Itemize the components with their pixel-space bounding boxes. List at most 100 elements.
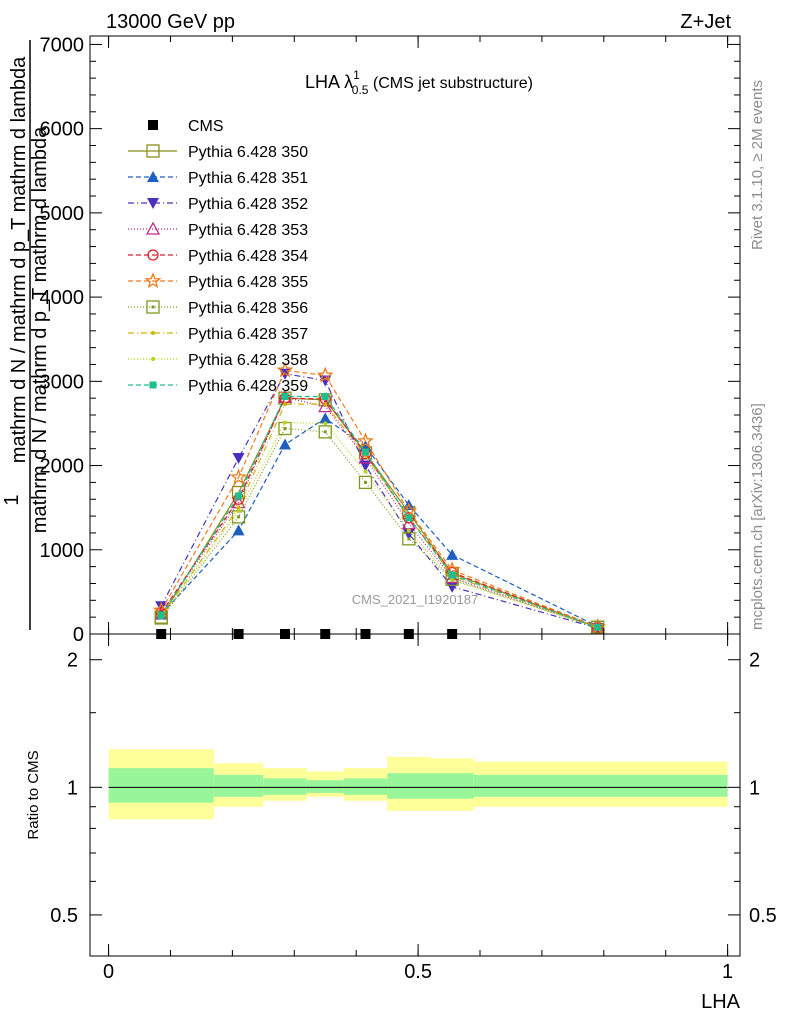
main-y-axis-label: 1 mathrm d N / mathrm d p_T mathrm d lam… — [1, 40, 51, 630]
ratio-y-tick-label: 0.5 — [50, 905, 78, 927]
legend-marker — [151, 331, 155, 335]
legend-marker — [148, 120, 158, 130]
legend-entry: Pythia 6.428 354 — [128, 248, 308, 265]
data-point — [448, 571, 456, 579]
series-line — [160, 403, 598, 628]
legend-entry: Pythia 6.428 359 — [128, 378, 308, 395]
main-plot-panel: 0 1000 2000 3000 4000 5000 6000 7000 CMS_2021_I… — [1, 34, 741, 646]
legend-entry: Pythia 6.428 350 — [128, 144, 308, 161]
y-tick-label: 0 — [73, 624, 84, 646]
data-point — [318, 425, 332, 439]
data-point — [283, 402, 287, 407]
legend-label: Pythia 6.428 356 — [188, 300, 308, 317]
legend-entry: Pythia 6.428 358 — [128, 352, 308, 369]
legend-label: Pythia 6.428 358 — [188, 352, 308, 369]
ratio-y-tick-label-right: 0.5 — [749, 905, 777, 927]
plot-title-suffix: (CMS jet substructure) — [368, 75, 532, 92]
legend-marker — [144, 272, 162, 289]
data-point — [235, 492, 243, 500]
legend-entry: Pythia 6.428 352 — [128, 196, 308, 213]
data-point — [406, 528, 411, 533]
data-point-center — [407, 537, 411, 541]
x-tick-label: 1 — [722, 961, 733, 983]
ratio-band-inner — [263, 778, 307, 795]
data-point — [450, 578, 455, 583]
data-point — [319, 412, 332, 424]
legend-label: Pythia 6.428 353 — [188, 222, 308, 239]
ratio-band-inner — [387, 773, 431, 799]
data-point — [236, 509, 241, 514]
legend-marker-center — [151, 305, 155, 309]
legend-marker — [147, 198, 159, 209]
ratio-plot-frame — [89, 633, 741, 957]
y-axis-label-one: 1 — [1, 494, 23, 505]
data-point — [361, 448, 369, 456]
ratio-band-inner — [343, 778, 388, 795]
ratio-band-inner — [108, 768, 214, 803]
x-tick-label: 0.5 — [404, 961, 432, 983]
ratio-plot-panel: 0.5 0.5 1 1 2 2 0 0.5 1 Ratio to CMS LHA — [25, 633, 777, 1013]
legend-marker — [146, 144, 160, 158]
legend-label: Pythia 6.428 355 — [188, 274, 308, 291]
legend-entry: Pythia 6.428 357 — [128, 326, 308, 343]
data-point — [594, 623, 602, 631]
legend-entry: CMS — [148, 118, 224, 135]
legend-marker — [147, 171, 159, 182]
series-line — [160, 373, 598, 629]
data-point — [321, 392, 329, 400]
data-point — [232, 452, 245, 464]
series-line — [160, 395, 598, 628]
y-tick-label: 6000 — [40, 119, 85, 141]
series-line — [160, 421, 598, 629]
legend-entry: Pythia 6.428 353 — [128, 221, 308, 239]
legend-marker — [147, 249, 159, 261]
data-point — [405, 514, 413, 522]
data-point — [283, 420, 287, 425]
mcplots-label: mcplots.cern.ch [arXiv:1306.3436] — [749, 403, 766, 630]
legend-label: Pythia 6.428 354 — [188, 248, 308, 265]
data-point — [236, 505, 241, 510]
data-point-center — [363, 480, 367, 484]
plot-title: LHA λ1 0.5 (CMS jet substructure) — [305, 68, 533, 97]
data-point-center — [283, 426, 287, 430]
series-line — [160, 397, 598, 628]
rivet-label: Rivet 3.1.10, ≥ 2M events — [749, 80, 766, 250]
ratio-y-axis-label: Ratio to CMS — [25, 750, 42, 839]
legend-marker — [146, 300, 160, 314]
y-tick-label: 2000 — [40, 456, 85, 478]
y-axis-label-numerator: mathrm d N / mathrm d p_T mathrm d lambd… — [8, 56, 30, 463]
data-point — [591, 621, 604, 633]
ratio-y-tick-label: 1 — [67, 777, 78, 799]
ratio-y-tick-label-right: 2 — [749, 650, 760, 672]
data-point — [281, 392, 289, 400]
watermark: CMS_2021_I1920187 — [352, 592, 479, 607]
series-line — [160, 396, 598, 629]
legend: CMS Pythia 6.428 350 Pythia 6.428 351 Pythi… — [128, 118, 308, 395]
plot-title-sub: 0.5 — [352, 83, 369, 97]
data-point — [446, 548, 459, 560]
data-point — [323, 402, 328, 407]
data-point — [363, 469, 368, 474]
ratio-band-inner — [306, 780, 344, 793]
y-tick-label: 5000 — [40, 203, 85, 225]
legend-label: Pythia 6.428 359 — [188, 378, 308, 395]
y-tick-label: 3000 — [40, 371, 85, 393]
legend-label: Pythia 6.428 351 — [188, 170, 308, 187]
series-10 — [157, 392, 602, 631]
legend-entry: Pythia 6.428 351 — [128, 170, 308, 187]
ratio-band-inner — [213, 774, 264, 797]
plot-title-main: LHA λ — [305, 72, 353, 92]
data-point — [357, 432, 374, 449]
y-tick-label: 4000 — [40, 287, 85, 309]
data-point — [358, 475, 373, 490]
data-point — [157, 611, 165, 619]
legend-label: Pythia 6.428 350 — [188, 144, 308, 161]
legend-marker — [149, 381, 157, 389]
data-point — [402, 532, 416, 546]
data-point — [318, 399, 333, 413]
legend-label: Pythia 6.428 357 — [188, 326, 308, 343]
data-point — [232, 524, 245, 536]
legend-entry: Pythia 6.428 356 — [128, 300, 308, 317]
legend-entry: Pythia 6.428 355 — [128, 272, 308, 291]
header-left: 13000 GeV pp — [106, 11, 235, 33]
